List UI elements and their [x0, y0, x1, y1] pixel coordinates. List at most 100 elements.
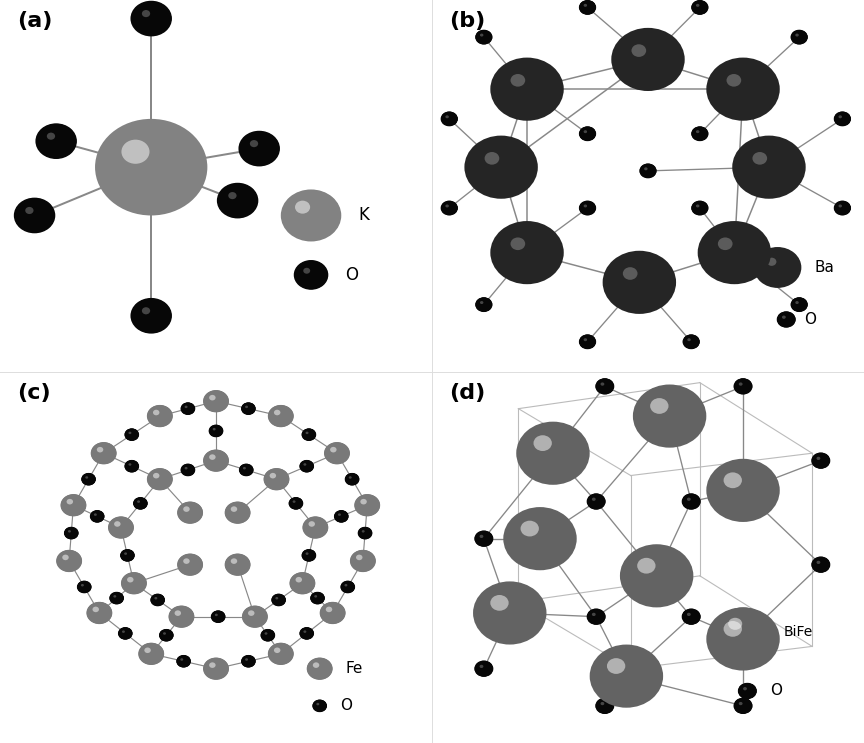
- Circle shape: [519, 160, 535, 174]
- Circle shape: [520, 79, 539, 95]
- Circle shape: [526, 165, 530, 168]
- Circle shape: [480, 665, 488, 672]
- Circle shape: [582, 129, 593, 138]
- Circle shape: [304, 464, 310, 468]
- Circle shape: [735, 160, 751, 174]
- Circle shape: [639, 48, 662, 67]
- Circle shape: [530, 85, 532, 87]
- Circle shape: [187, 508, 195, 515]
- Circle shape: [67, 529, 76, 537]
- Circle shape: [592, 498, 595, 501]
- Circle shape: [67, 557, 74, 562]
- Circle shape: [475, 661, 492, 676]
- Circle shape: [245, 468, 249, 471]
- Circle shape: [646, 393, 696, 436]
- Circle shape: [628, 269, 655, 292]
- Circle shape: [697, 204, 704, 210]
- Circle shape: [276, 410, 288, 421]
- Circle shape: [595, 648, 659, 703]
- Circle shape: [312, 273, 314, 274]
- Circle shape: [582, 204, 593, 212]
- Circle shape: [187, 508, 195, 515]
- Circle shape: [246, 406, 251, 411]
- Circle shape: [157, 412, 165, 418]
- Circle shape: [211, 455, 223, 465]
- Circle shape: [331, 609, 337, 614]
- Circle shape: [767, 258, 777, 266]
- Circle shape: [149, 469, 172, 489]
- Circle shape: [799, 36, 801, 37]
- Circle shape: [153, 409, 160, 415]
- Circle shape: [628, 550, 687, 600]
- Circle shape: [368, 503, 370, 504]
- Circle shape: [170, 607, 193, 626]
- Circle shape: [311, 661, 329, 676]
- Circle shape: [524, 163, 531, 170]
- Circle shape: [580, 127, 595, 140]
- Circle shape: [58, 551, 80, 571]
- Circle shape: [682, 609, 701, 625]
- Circle shape: [476, 298, 492, 311]
- Circle shape: [306, 552, 313, 558]
- Circle shape: [550, 443, 565, 455]
- Circle shape: [724, 470, 766, 507]
- Circle shape: [816, 456, 826, 464]
- Circle shape: [217, 399, 219, 400]
- Circle shape: [65, 528, 78, 539]
- Circle shape: [155, 597, 162, 603]
- Circle shape: [184, 466, 193, 473]
- Circle shape: [595, 615, 598, 617]
- Circle shape: [114, 520, 130, 533]
- Circle shape: [275, 475, 282, 481]
- Circle shape: [442, 112, 457, 126]
- Circle shape: [162, 631, 171, 639]
- Circle shape: [16, 199, 54, 231]
- Circle shape: [482, 35, 486, 39]
- Circle shape: [156, 597, 161, 602]
- Circle shape: [325, 443, 349, 464]
- Circle shape: [206, 659, 227, 678]
- Circle shape: [784, 317, 790, 322]
- Circle shape: [307, 432, 312, 436]
- Circle shape: [310, 591, 325, 605]
- Circle shape: [135, 580, 137, 583]
- Circle shape: [519, 424, 588, 482]
- Circle shape: [149, 650, 156, 655]
- Circle shape: [352, 551, 375, 571]
- Circle shape: [595, 698, 614, 714]
- Circle shape: [130, 432, 135, 437]
- Circle shape: [274, 409, 281, 415]
- Circle shape: [352, 478, 354, 480]
- Circle shape: [365, 531, 367, 533]
- Circle shape: [815, 559, 828, 570]
- Circle shape: [842, 117, 844, 119]
- Circle shape: [240, 464, 252, 475]
- Circle shape: [136, 4, 168, 32]
- Circle shape: [231, 557, 246, 571]
- Circle shape: [165, 633, 168, 636]
- Circle shape: [691, 500, 693, 502]
- Circle shape: [651, 564, 670, 581]
- Circle shape: [795, 33, 804, 41]
- Circle shape: [264, 468, 289, 490]
- Circle shape: [512, 513, 569, 562]
- Circle shape: [360, 498, 376, 511]
- Circle shape: [151, 15, 156, 19]
- Circle shape: [638, 556, 680, 592]
- Circle shape: [113, 595, 120, 601]
- Circle shape: [118, 522, 127, 531]
- Circle shape: [313, 210, 317, 214]
- Circle shape: [722, 612, 766, 649]
- Circle shape: [108, 516, 134, 539]
- Circle shape: [740, 702, 747, 709]
- Circle shape: [270, 472, 285, 485]
- Circle shape: [183, 558, 190, 564]
- Circle shape: [813, 558, 829, 571]
- Circle shape: [25, 207, 34, 214]
- Circle shape: [614, 30, 683, 88]
- Circle shape: [237, 509, 242, 513]
- Circle shape: [530, 524, 557, 548]
- Circle shape: [590, 496, 602, 507]
- Circle shape: [363, 558, 366, 561]
- Circle shape: [79, 582, 90, 592]
